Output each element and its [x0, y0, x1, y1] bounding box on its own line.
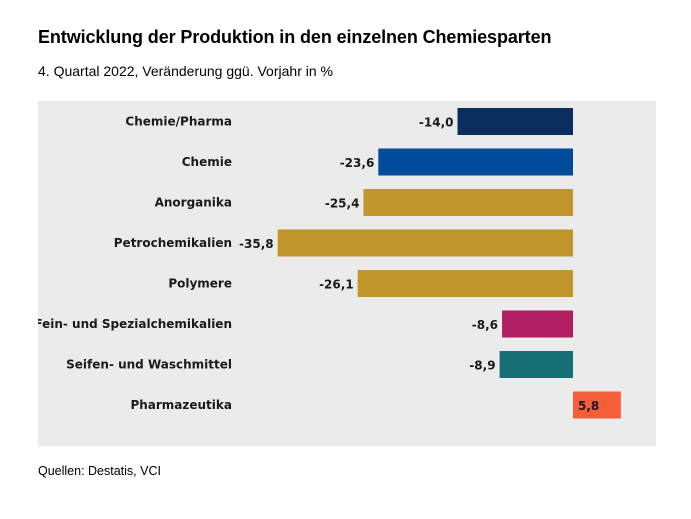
bar-petrochemikalien: [277, 229, 573, 257]
value-label-anorganika: -25,4: [325, 197, 360, 211]
bar-chemie-pharma: [457, 108, 573, 135]
bar-polymere: [357, 270, 573, 297]
value-label-seifen-und-waschmittel: -8,9: [469, 359, 495, 373]
bar-seifen-und-waschmittel: [499, 351, 573, 378]
category-label-fein-und-spezialchemikalien: Fein- und Spezialchemikalien: [38, 317, 232, 331]
bar-anorganika: [363, 189, 573, 216]
value-label-petrochemikalien: -35,8: [239, 237, 274, 251]
chart-subtitle: 4. Quartal 2022, Veränderung ggü. Vorjah…: [38, 63, 333, 79]
source-note: Quellen: Destatis, VCI: [38, 464, 161, 478]
category-label-chemie: Chemie: [182, 155, 232, 169]
category-label-polymere: Polymere: [168, 277, 232, 291]
bar-chart: Chemie/Pharma -14,0 Chemie -23,6 Anorganika -…: [38, 108, 621, 419]
chart-title: Entwicklung der Produktion in den einzel…: [38, 27, 552, 47]
category-label-anorganika: Anorganika: [155, 196, 232, 210]
category-label-seifen-und-waschmittel: Seifen- und Waschmittel: [66, 358, 232, 372]
category-label-petrochemikalien: Petrochemikalien: [114, 236, 232, 250]
value-label-polymere: -26,1: [319, 278, 354, 292]
chart-panel: Chemie/Pharma -14,0 Chemie -23,6 Anorganika -…: [38, 101, 656, 446]
bar-pharmazeutika: [573, 391, 621, 419]
category-label-pharmazeutika: Pharmazeutika: [130, 398, 232, 412]
bar-chemie: [378, 148, 573, 176]
value-label-chemie: -23,6: [340, 156, 375, 170]
bar-fein-und-spezialchemikalien: [502, 310, 573, 338]
value-label-pharmazeutika: 5,8: [578, 399, 599, 413]
value-label-chemie-pharma: -14,0: [419, 116, 454, 130]
value-label-fein-und-spezialchemikalien: -8,6: [472, 318, 498, 332]
category-label-chemie-pharma: Chemie/Pharma: [125, 115, 232, 129]
